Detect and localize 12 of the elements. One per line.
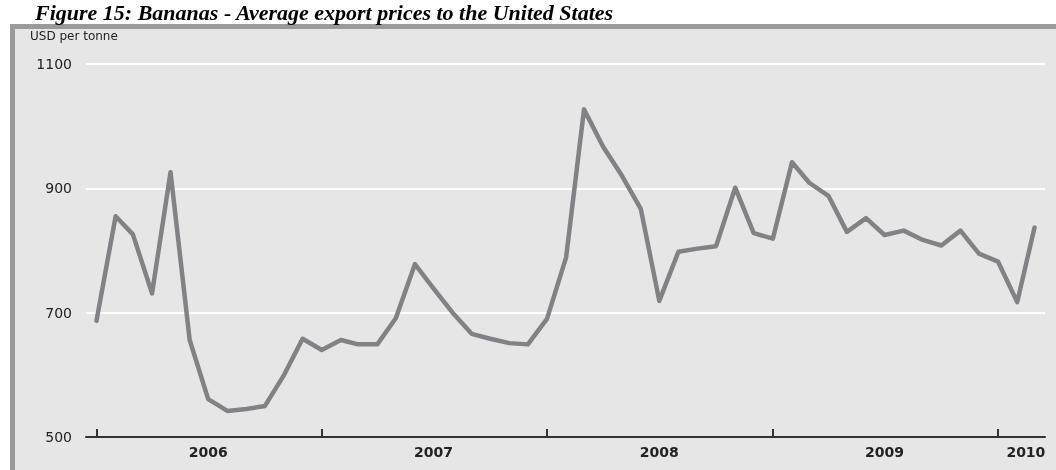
- chart-title: Figure 15: Bananas - Average export prices to the United States: [34, 0, 614, 25]
- x-tick-label: 2009: [865, 444, 905, 460]
- y-tick-label: 700: [45, 304, 72, 321]
- x-tick-label: 2010: [1006, 444, 1046, 460]
- y-tick-label: 1100: [36, 56, 72, 72]
- y-axis-title: USD per tonne: [30, 29, 118, 43]
- y-tick-label: 500: [45, 429, 72, 445]
- x-tick-label: 2008: [639, 444, 679, 460]
- x-tick-label: 2007: [413, 444, 453, 460]
- x-tick-label: 2006: [188, 444, 228, 460]
- line-series: [94, 107, 1037, 414]
- y-tick-label: 900: [45, 180, 72, 197]
